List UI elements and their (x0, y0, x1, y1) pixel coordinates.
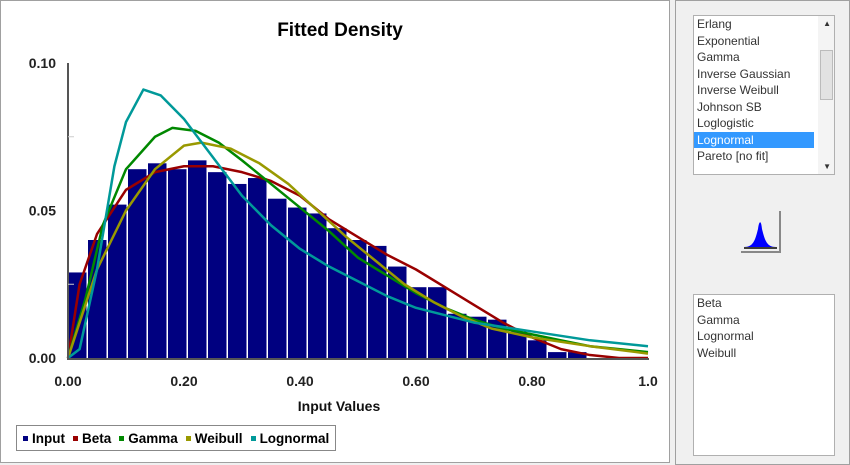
legend-swatch (250, 435, 256, 441)
legend-label: Input (32, 430, 65, 446)
histogram-bar (228, 183, 247, 358)
x-axis-label: Input Values (298, 398, 381, 414)
distribution-item[interactable]: Inverse Weibull (697, 83, 779, 97)
fitted-item[interactable]: Weibull (697, 345, 737, 360)
legend-swatch (73, 435, 78, 441)
curve-weibull (66, 141, 649, 359)
histogram-bar (208, 172, 227, 358)
legend-swatch (185, 435, 191, 441)
histogram-bar (408, 287, 427, 358)
distribution-item[interactable]: Erlang (697, 17, 732, 31)
histogram-bar (388, 266, 407, 358)
y-tick-label: 0.10 (29, 55, 56, 71)
legend-item-gamma: Gamma (119, 431, 178, 446)
y-tick-label: 0.00 (29, 350, 56, 366)
legend-label: Beta (82, 430, 112, 446)
distribution-item[interactable]: Exponential (697, 33, 760, 48)
fitted-item[interactable]: Lognormal (697, 329, 754, 343)
histogram-bar (248, 178, 267, 358)
curve-lognormal (67, 88, 649, 359)
distribution-listbox[interactable]: Erlang Exponential Gamma Inverse Gaussian In… (693, 15, 835, 175)
listbox-scrollbar[interactable]: ▲ ▼ (818, 16, 834, 174)
x-tick-label: 0.60 (402, 373, 429, 389)
histogram-bar (368, 245, 387, 358)
y-tick-label: 0.05 (29, 203, 56, 219)
histogram-bar (468, 316, 487, 358)
distribution-curve-icon (744, 222, 777, 249)
distribution-item[interactable]: Pareto [no fit] (697, 149, 769, 163)
histogram-bar (428, 287, 447, 358)
fitted-distributions-listbox[interactable]: Beta Gamma Lognormal Weibull (693, 294, 835, 456)
legend-item-input: Input (23, 431, 65, 446)
histogram-bar (108, 204, 127, 358)
histogram-bar (268, 198, 287, 358)
legend-label: Lognormal (259, 430, 330, 446)
chart-title: Fitted Density (277, 20, 403, 41)
chart-panel: Fitted Density 0.00 0.05 0.10 0.00 0.20 0.40… (0, 0, 670, 463)
histogram-bar (448, 313, 467, 358)
histogram-bar (528, 340, 547, 358)
histogram-bar (188, 160, 207, 358)
x-tick-label: 0.20 (170, 373, 197, 389)
histogram-bar (568, 352, 587, 358)
fitted-density-chart: Fitted Density 0.00 0.05 0.10 0.00 0.20 0.40… (29, 20, 658, 414)
legend-swatch (119, 435, 125, 441)
histogram-bar (328, 228, 347, 358)
histogram-bar (288, 207, 307, 358)
legend-item-beta: Beta (73, 431, 111, 446)
scroll-up-icon[interactable]: ▲ (823, 19, 831, 28)
distribution-item[interactable]: Loglogistic (697, 116, 754, 130)
histogram-bar (308, 213, 327, 358)
x-tick-label: 1.0 (638, 373, 658, 389)
histogram-bar (148, 163, 167, 358)
histogram-bar (128, 169, 147, 358)
legend: Input Beta Gamma Weibull Lognormal (16, 425, 337, 451)
curve-beta (66, 165, 648, 360)
histogram-bar (348, 240, 367, 358)
histogram-bar (168, 169, 187, 358)
x-tick-label: 0.00 (54, 373, 81, 389)
scrollbar-thumb[interactable] (820, 50, 833, 100)
histogram-bar (548, 352, 567, 358)
legend-swatch (23, 435, 28, 441)
legend-item-lognormal: Lognormal (250, 430, 330, 446)
curve-gamma (66, 126, 649, 359)
scroll-down-icon[interactable]: ▼ (823, 162, 831, 171)
legend-item-weibull: Weibull (185, 430, 243, 446)
side-panel: Erlang Exponential Gamma Inverse Gaussian In… (675, 0, 850, 465)
distribution-item[interactable]: Gamma (697, 50, 740, 64)
fitted-item[interactable]: Beta (697, 296, 722, 310)
legend-label: Weibull (194, 430, 243, 446)
fitted-item[interactable]: Gamma (697, 312, 740, 327)
distribution-item[interactable]: Lognormal (694, 131, 814, 148)
distribution-item[interactable]: Inverse Gaussian (697, 66, 791, 81)
legend-label: Gamma (128, 430, 178, 446)
distribution-item[interactable]: Johnson SB (697, 99, 762, 114)
histogram-bar (508, 331, 527, 358)
x-tick-label: 0.80 (518, 373, 545, 389)
x-tick-label: 0.40 (286, 373, 313, 389)
fit-distribution-button[interactable] (741, 211, 781, 253)
